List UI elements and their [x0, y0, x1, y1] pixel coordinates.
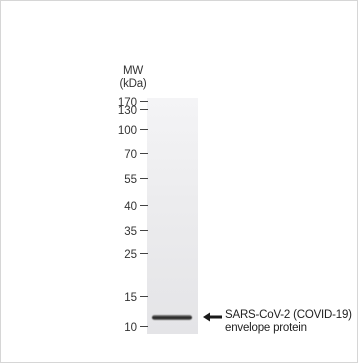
marker-tick [140, 178, 148, 180]
marker-70: 70 [113, 149, 148, 161]
protein-band [152, 315, 192, 320]
marker-label: 40 [124, 201, 137, 213]
marker-100: 100 [113, 125, 148, 137]
marker-tick [140, 129, 148, 131]
marker-tick [140, 230, 148, 232]
marker-35: 35 [113, 226, 148, 238]
marker-tick [140, 205, 148, 207]
band-label: SARS-CoV-2 (COVID-19) envelope protein [225, 309, 352, 335]
marker-label: 35 [124, 226, 137, 238]
band-label-line1: SARS-CoV-2 (COVID-19) [225, 309, 352, 321]
marker-55: 55 [113, 174, 148, 186]
marker-label: 70 [124, 149, 137, 161]
marker-tick [140, 326, 148, 328]
marker-tick [140, 153, 148, 155]
marker-130: 130 [113, 105, 148, 117]
band-label-line2: envelope protein [225, 322, 307, 334]
marker-label: 55 [124, 174, 137, 186]
marker-170: 170 [113, 97, 148, 109]
marker-label: 10 [124, 322, 137, 334]
marker-tick [140, 253, 148, 255]
mw-header-unit: (kDa) [119, 78, 147, 90]
marker-15: 15 [113, 292, 148, 304]
marker-label: 100 [117, 125, 137, 137]
marker-40: 40 [113, 201, 148, 213]
marker-label: 130 [117, 105, 137, 117]
marker-label: 170 [117, 97, 137, 109]
marker-tick [140, 109, 148, 111]
mw-header: MW (kDa) [111, 65, 155, 91]
marker-label: 25 [124, 249, 137, 261]
mw-header-title: MW [122, 65, 144, 77]
marker-10: 10 [113, 322, 148, 334]
arrow-left-icon [203, 312, 222, 322]
marker-25: 25 [113, 249, 148, 261]
gel-lane [147, 98, 198, 334]
marker-tick [140, 296, 148, 298]
marker-label: 15 [124, 292, 137, 304]
marker-tick [140, 101, 148, 103]
